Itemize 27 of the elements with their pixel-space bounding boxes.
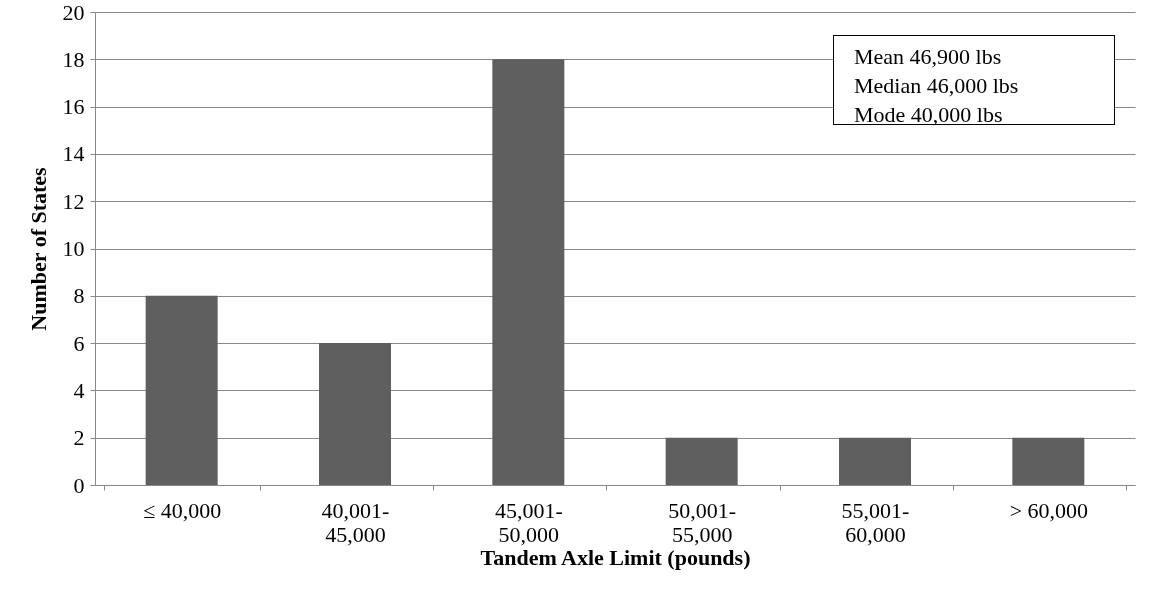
y-tick-label: 10	[62, 236, 85, 261]
y-tick-label: 4	[73, 377, 85, 403]
bar	[839, 437, 911, 485]
y-tick-label: 12	[62, 188, 85, 214]
annotation: Mean 46,900 lbs	[854, 43, 1003, 71]
x-tick-label: 45,001- 50,000	[494, 497, 563, 547]
y-tick-label: 2	[73, 425, 85, 451]
y-tick-label: 0	[73, 472, 85, 498]
bar	[1012, 437, 1085, 485]
bar	[492, 59, 565, 485]
y-tick-label: 14	[62, 141, 85, 167]
x-tick-label: > 60,000	[1009, 497, 1089, 523]
y-tick-label: 16	[62, 94, 85, 120]
y-axis-title: Number of States	[25, 166, 51, 331]
bar	[665, 437, 738, 485]
y-tick-label: 6	[73, 330, 85, 356]
x-tick-label: 40,001- 45,000	[321, 497, 390, 547]
text-box: Mean 46,900 lbs Median 46,000 lbs Mode 40,000 lbs	[833, 35, 1115, 125]
x-tick-label: 55,001- 60,000	[841, 497, 910, 547]
x-tick-label: ≤ 40,000	[143, 497, 222, 523]
y-tick-label: 8	[73, 283, 85, 309]
bar	[319, 343, 391, 485]
y-tick-label: 20	[62, 0, 85, 25]
x-tick-label: 50,001- 55,000	[668, 497, 737, 547]
annotation: Median 46,000 lbs	[854, 72, 1020, 100]
y-tick-label: 18	[62, 46, 85, 72]
bar	[145, 295, 218, 485]
